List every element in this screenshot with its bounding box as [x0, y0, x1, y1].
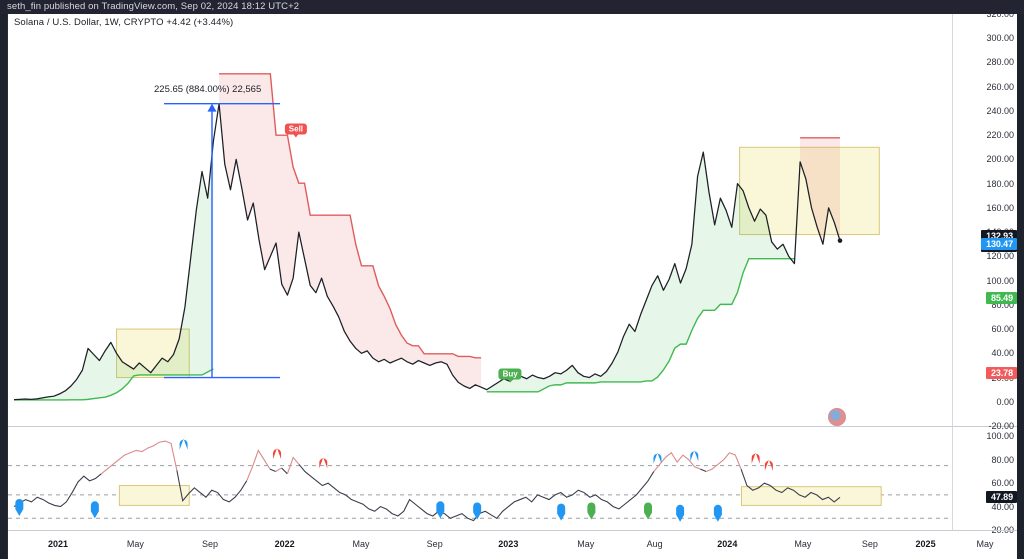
blue-pin-marker — [473, 502, 482, 520]
oscillator-pane[interactable] — [8, 427, 952, 530]
time-tick: May — [577, 539, 595, 549]
blue-pin-marker — [676, 504, 685, 522]
price-tick: 0.00 — [996, 396, 1014, 407]
oscillator-line — [653, 451, 701, 472]
time-tick: May — [976, 539, 994, 549]
price-tick: 120.00 — [986, 251, 1014, 262]
time-tick: May — [794, 539, 812, 549]
oscillator-line — [275, 467, 282, 472]
time-tick: Aug — [646, 539, 663, 549]
price-tick: -20.00 — [988, 421, 1014, 431]
oscillator-line — [13, 473, 102, 508]
pane-divider[interactable] — [8, 426, 1017, 427]
supertrend-fill — [14, 141, 214, 400]
time-tick: May — [352, 539, 370, 549]
chart-legend: Solana / U.S. Dollar, 1W, CRYPTO +4.42 (… — [14, 17, 234, 28]
price-plot — [13, 73, 880, 401]
blue-pin-marker — [557, 503, 566, 521]
oscillator-line — [176, 470, 248, 503]
price-line — [13, 103, 841, 401]
supertrend-line — [14, 368, 214, 401]
price-tick: 200.00 — [986, 154, 1014, 165]
price-tick: 220.00 — [986, 130, 1014, 141]
time-tick: 2021 — [48, 539, 69, 549]
blue-pin-marker — [436, 501, 445, 519]
price-tick: 280.00 — [986, 57, 1014, 68]
time-tick: 2025 — [915, 539, 936, 549]
price-tick: 80.00 — [991, 299, 1014, 310]
green-pin-marker — [644, 502, 653, 520]
oscillator-tick: 100.00 — [986, 431, 1014, 442]
oscillator-line — [281, 467, 288, 475]
measure-annotation — [164, 102, 280, 379]
chart-frame: Solana / U.S. Dollar, 1W, CRYPTO +4.42 (… — [7, 14, 1017, 559]
price-tick: 40.00 — [991, 348, 1014, 359]
price-badge-blue[interactable]: 130.47 — [981, 237, 1017, 250]
oscillator-tick: 40.00 — [991, 501, 1014, 512]
price-tick: 320.00 — [986, 14, 1014, 19]
red-pin-marker — [273, 448, 282, 460]
last-price-dot — [837, 238, 843, 243]
oscillator-line — [269, 468, 276, 472]
time-tick: 2023 — [498, 539, 519, 549]
oscillator-line — [246, 449, 271, 482]
red-pin-marker — [319, 457, 328, 469]
sell-marker[interactable]: Sell — [284, 123, 308, 138]
oscillator-plot — [8, 438, 952, 522]
oscillator-scale[interactable]: 100.00 80.00 60.00 40.00 20.00 47.89 — [952, 427, 1017, 535]
time-scale[interactable]: 2021 May Sep 2022 May Sep 2023 May Aug 2024 May Sep… — [8, 530, 1017, 558]
time-tick: May — [126, 539, 144, 549]
price-scale[interactable]: 320.00 300.00 280.00 260.00 240.00 220.00 200.… — [952, 14, 1017, 431]
price-badge-red[interactable]: 23.78 — [985, 366, 1017, 379]
time-tick: Sep — [426, 539, 443, 549]
time-tick: 2022 — [274, 539, 295, 549]
oscillator-line — [740, 468, 841, 503]
price-tick: 160.00 — [986, 202, 1014, 213]
blue-pin-marker — [179, 438, 188, 450]
osc-box-2024 — [740, 486, 882, 506]
blue-pin-marker — [653, 452, 662, 464]
time-tick: Sep — [202, 539, 219, 549]
osc-box-2021 — [118, 485, 190, 506]
red-pin-marker — [751, 452, 760, 464]
price-tick: 240.00 — [986, 105, 1014, 116]
red-pin-marker — [764, 459, 773, 471]
consolidation-box-2024 — [739, 146, 880, 236]
blue-pin-marker — [713, 504, 722, 522]
price-pane[interactable]: 225.65 (884.00%) 22,565 Sell Buy — [8, 14, 952, 426]
price-badge-green[interactable]: 85.49 — [985, 292, 1017, 305]
oscillator-badge[interactable]: 47.89 — [985, 491, 1017, 504]
publish-attribution-bar: seth_fin published on TradingView.com, S… — [0, 0, 1024, 14]
supertrend-line — [219, 73, 482, 359]
price-tick: 60.00 — [991, 324, 1014, 335]
blue-pin-marker — [15, 498, 24, 516]
price-tick: 100.00 — [986, 275, 1014, 286]
oscillator-tick: 60.00 — [991, 478, 1014, 489]
flag-badge-watermark-icon — [828, 407, 846, 426]
time-tick: Sep — [861, 539, 878, 549]
green-pin-marker — [587, 502, 596, 520]
blue-pin-marker — [90, 501, 99, 519]
oscillator-tick: 80.00 — [991, 454, 1014, 465]
oscillator-line — [286, 456, 300, 475]
oscillator-line — [706, 452, 742, 472]
oscillator-line — [100, 440, 178, 475]
price-tick: 260.00 — [986, 81, 1014, 92]
time-tick: 2024 — [717, 539, 738, 549]
oscillator-line — [700, 468, 707, 472]
supertrend-fill — [800, 137, 840, 245]
measurement-label: 225.65 (884.00%) 22,565 — [154, 83, 262, 95]
blue-pin-marker — [690, 450, 699, 462]
supertrend-line — [486, 257, 795, 393]
price-tick: 300.00 — [986, 33, 1014, 44]
supertrend-fill — [219, 73, 482, 389]
price-tick: 180.00 — [986, 178, 1014, 189]
buy-marker[interactable]: Buy — [498, 368, 522, 383]
